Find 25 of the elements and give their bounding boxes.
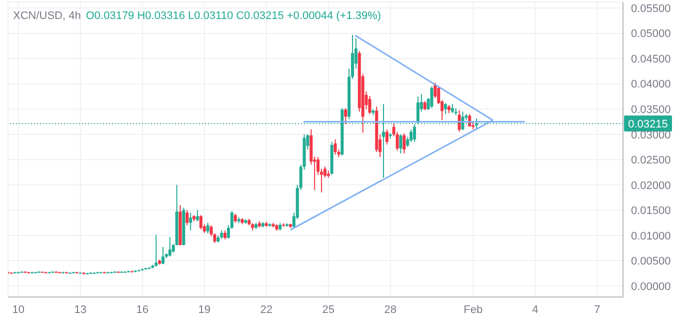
y-tick-label: 0.02500 — [631, 154, 671, 167]
x-tick-label: 19 — [198, 304, 211, 316]
x-tick-label: 7 — [594, 304, 600, 316]
x-tick-label: 10 — [12, 304, 24, 316]
x-tick-label: 13 — [74, 304, 86, 316]
text: O0.03179 H0.03316 L0.03110 C0.03215 +0.00044 (+1.39%) — [86, 10, 382, 22]
y-tick-label: 0.02000 — [631, 180, 671, 192]
x-tick-label: 25 — [322, 304, 335, 316]
y-tick-label: 0.05500 — [631, 2, 671, 15]
x-tick-label: 16 — [136, 304, 148, 316]
y-tick-label: 0.01500 — [631, 205, 671, 218]
text: XCN/USD, 4h — [13, 10, 81, 22]
y-tick-label: 0.04000 — [631, 78, 671, 91]
x-tick-label: 4 — [532, 304, 538, 316]
y-tick-label: 0.00500 — [631, 256, 671, 268]
y-tick-label: 0.03500 — [631, 104, 671, 116]
y-tick-label: 0.03000 — [631, 129, 671, 142]
y-tick-label: 0.01000 — [631, 230, 671, 242]
y-tick-label: 0.05000 — [631, 28, 671, 40]
x-tick-label: 22 — [260, 304, 273, 316]
y-tick-label: 0.04500 — [631, 53, 671, 66]
x-tick-label: 28 — [384, 304, 397, 316]
y-tick-label: 0.00000 — [631, 280, 671, 293]
ref-line-label: 0.03215 — [628, 118, 668, 130]
x-tick-label: Feb — [464, 304, 483, 316]
